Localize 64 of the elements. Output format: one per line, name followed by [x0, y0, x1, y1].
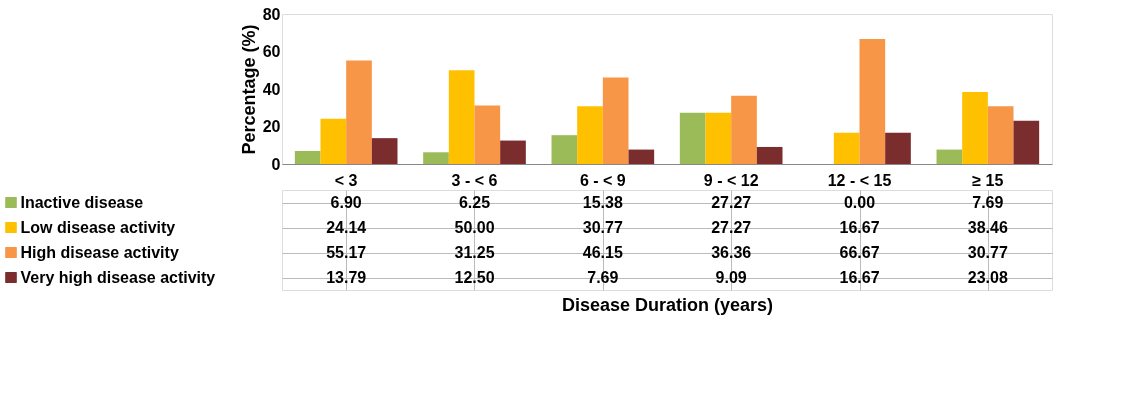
bar	[371, 138, 398, 164]
bar	[474, 105, 501, 164]
data-label: 27.27	[711, 218, 752, 236]
bar	[936, 149, 963, 164]
x-tick-label: 6 - < 9	[579, 171, 626, 189]
bar	[987, 106, 1014, 164]
data-label: 38.46	[967, 218, 1008, 236]
data-label: 27.27	[711, 193, 752, 211]
data-label: 24.14	[326, 218, 367, 236]
y-tick-label: 40	[262, 80, 281, 98]
bar	[346, 60, 372, 164]
bar	[859, 38, 886, 164]
data-label: 0.00	[843, 193, 876, 211]
bar	[448, 70, 475, 164]
y-tick-label: 80	[262, 5, 281, 23]
data-label: 7.69	[587, 268, 619, 286]
x-tick-label: 9 - < 12	[703, 171, 759, 189]
bar	[962, 91, 988, 164]
y-tick-label: 20	[262, 118, 281, 135]
data-label: 46.15	[582, 243, 623, 261]
bar	[500, 140, 526, 164]
data-label: 30.77	[582, 218, 623, 236]
bar	[294, 151, 321, 164]
bar	[705, 112, 732, 164]
bar	[1013, 120, 1040, 164]
data-label: 66.67	[839, 243, 880, 261]
x-tick-label: ≥ 15	[972, 171, 1004, 189]
bar	[423, 152, 449, 164]
data-label: 9.09	[715, 268, 747, 286]
data-label: 6.25	[458, 193, 491, 211]
y-tick-label: 0	[271, 155, 281, 173]
data-label: 16.67	[839, 218, 880, 236]
data-label: 23.08	[967, 268, 1008, 286]
data-label: 31.25	[454, 243, 495, 261]
bar	[679, 112, 706, 164]
bar	[551, 135, 578, 164]
y-axis-title: Percentage (%)	[238, 24, 259, 155]
data-label: 6.90	[330, 193, 362, 211]
bar	[320, 118, 347, 164]
x-tick-label: 3 - < 6	[451, 171, 498, 189]
data-label: 12.50	[454, 268, 495, 286]
data-label: 16.67	[839, 268, 880, 286]
x-tick-label: < 3	[334, 171, 358, 189]
y-tick-label: 60	[262, 43, 281, 60]
bar	[833, 132, 860, 164]
x-tick-label: 12 - < 15	[827, 171, 892, 189]
bar	[577, 106, 603, 164]
data-label: 30.77	[967, 243, 1008, 261]
text: Disease Duration (years)	[561, 294, 774, 315]
bar	[885, 132, 911, 164]
bar	[602, 77, 629, 164]
bar	[756, 146, 783, 164]
bar	[731, 95, 757, 164]
legend-label: High disease activity	[20, 244, 179, 261]
bar	[628, 149, 655, 164]
data-label: 50.00	[454, 218, 495, 236]
legend-label: Inactive disease	[20, 194, 144, 211]
legend-label: Low disease activity	[20, 219, 176, 236]
data-label: 7.69	[972, 193, 1004, 211]
data-label: 13.79	[326, 268, 367, 286]
legend-label: Very high disease activity	[20, 269, 216, 286]
data-label: 36.36	[711, 243, 752, 261]
data-label: 15.38	[582, 193, 623, 211]
data-label: 55.17	[326, 243, 367, 261]
